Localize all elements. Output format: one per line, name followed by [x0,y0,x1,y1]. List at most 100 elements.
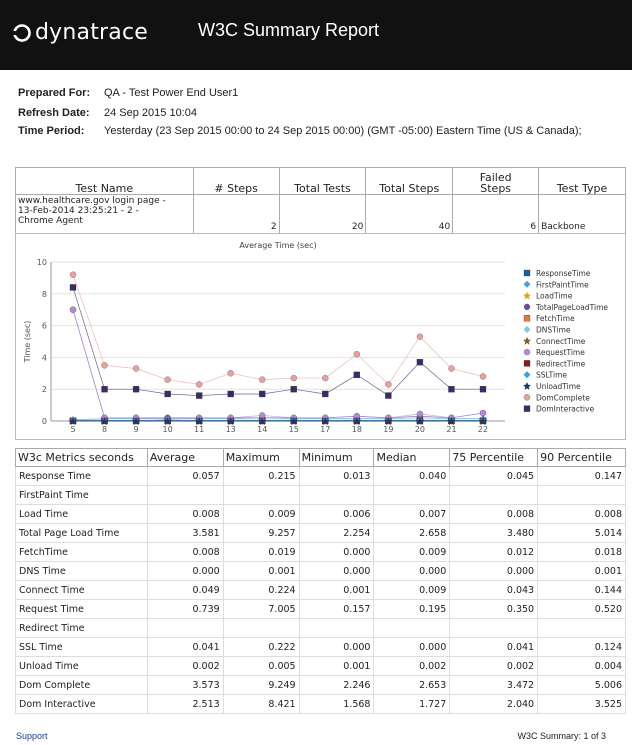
metric-value-cell [298,485,375,505]
metric-value-cell: 0.002 [146,656,224,676]
data-point [479,409,487,417]
legend-marker [523,405,531,412]
metric-value-cell [449,618,539,638]
legend-label: ConnectTime [536,337,586,346]
metric-value-cell: 0.008 [146,504,224,524]
x-tick-label: 20 [415,425,425,434]
metric-value-cell: 0.019 [222,542,300,562]
metric-value-cell [146,485,224,505]
total-tests-cell: 20 [278,194,367,234]
metric-value-cell: 0.013 [298,466,375,486]
legend-marker [523,315,531,322]
legend-marker [523,348,531,356]
series-line [72,417,483,421]
tests-table: Test Name # Steps Total Tests Total Step… [15,167,626,234]
data-point [259,376,266,383]
metric-value-cell: 0.001 [298,656,375,676]
metric-value-cell [222,485,300,505]
metric-name-cell: Request Time [15,599,148,619]
report-header: dynatrace W3C Summary Report [0,0,632,70]
metric-value-cell: 7.005 [222,599,300,619]
metric-name-cell: Connect Time [15,580,148,600]
legend-label: UnloadTime [536,382,581,391]
metric-value-cell: 2.658 [373,523,451,543]
metric-value-cell: 0.043 [449,580,539,600]
data-point [258,417,267,425]
metrics-table-header: W3c Metrics seconds Average Maximum Minimum… [15,448,626,467]
table-row: Total Page Load Time 3.581 9.257 2.254 2.658… [15,523,626,543]
x-tick-label: 22 [478,425,488,434]
x-tick-label: 18 [352,425,362,434]
metric-value-cell: 0.000 [298,561,375,581]
data-point [164,390,171,398]
metric-value-cell: 8.421 [222,694,300,714]
data-point [69,284,77,291]
test-type-cell: Backbone [538,194,626,234]
data-point [69,271,77,278]
metric-value-cell: 0.009 [373,542,451,562]
data-point [479,373,487,380]
metric-value-cell: 1.727 [373,694,451,714]
x-tick-label: 19 [383,425,393,434]
metric-name-cell: Load Time [15,504,148,524]
metric-value-cell: 0.222 [222,637,300,657]
legend-marker [523,394,531,401]
metric-value-cell: 2.513 [146,694,224,714]
legend-label: RedirectTime [536,359,586,368]
metric-value-cell: 0.009 [373,580,451,600]
average-time-chart: Average Time (sec) Time (sec) 0 2 4 6 8 10 5 8 9 10… [15,233,626,440]
metric-value-cell: 0.000 [373,561,451,581]
data-point [227,370,234,377]
legend-label: SSLTime [536,371,567,380]
metric-value-cell: 0.000 [298,637,375,657]
metric-value-cell: 3.581 [146,523,224,543]
legend-label: FetchTime [536,314,575,323]
metric-value-cell: 0.002 [449,656,539,676]
x-tick-label: 11 [194,425,204,434]
metric-value-cell: 0.008 [146,542,224,562]
legend-label: RequestTime [536,348,585,357]
data-point [164,376,171,383]
metric-name-cell: Unload Time [15,656,148,676]
table-row: Load Time 0.008 0.009 0.006 0.007 0.008 0.008 [15,504,626,524]
metric-value-cell: 0.002 [373,656,451,676]
table-row: DNS Time 0.000 0.001 0.000 0.000 0.000 0.001 [15,561,626,581]
data-point [448,386,455,393]
metric-value-cell: 0.001 [537,561,626,581]
data-point [416,359,424,366]
data-point [415,417,424,425]
metrics-header-cell: W3c Metrics seconds [15,448,148,467]
col-steps: # Steps [192,167,280,195]
x-tick-label: 8 [102,425,107,434]
metric-value-cell: 0.018 [537,542,626,562]
metric-value-cell: 0.000 [449,561,539,581]
x-tick-label: 15 [289,425,299,434]
metric-value-cell [373,618,451,638]
legend-marker [523,326,531,333]
y-tick-label: 4 [42,353,47,362]
metric-value-cell: 0.008 [449,504,539,524]
time-period-label: Time Period: [18,125,85,137]
data-point [322,390,329,398]
prepared-for-value: QA - Test Power End User1 [104,87,239,99]
support-link[interactable]: Support [16,731,48,741]
report-title: W3C Summary Report [198,20,380,40]
prepared-for-label: Prepared For: [18,87,91,99]
legend-marker [523,280,531,288]
data-point [322,374,329,382]
dynatrace-logo-icon [12,23,31,42]
x-tick-label: 14 [257,425,267,434]
legend-label: DomInteractive [536,405,594,414]
metrics-header-cell: Median [373,448,451,467]
metric-value-cell: 0.040 [373,466,451,486]
metric-value-cell: 0.739 [146,599,224,619]
metric-value-cell: 0.006 [298,504,375,524]
data-point [384,417,393,425]
metric-value-cell: 0.012 [449,542,539,562]
metric-value-cell: 5.006 [537,675,626,695]
metric-value-cell: 3.480 [449,523,539,543]
data-point [416,333,424,340]
metric-value-cell: 0.124 [537,637,626,657]
table-row: FetchTime 0.008 0.019 0.000 0.009 0.012 0.018 [15,542,626,562]
metric-value-cell: 5.014 [537,523,626,543]
